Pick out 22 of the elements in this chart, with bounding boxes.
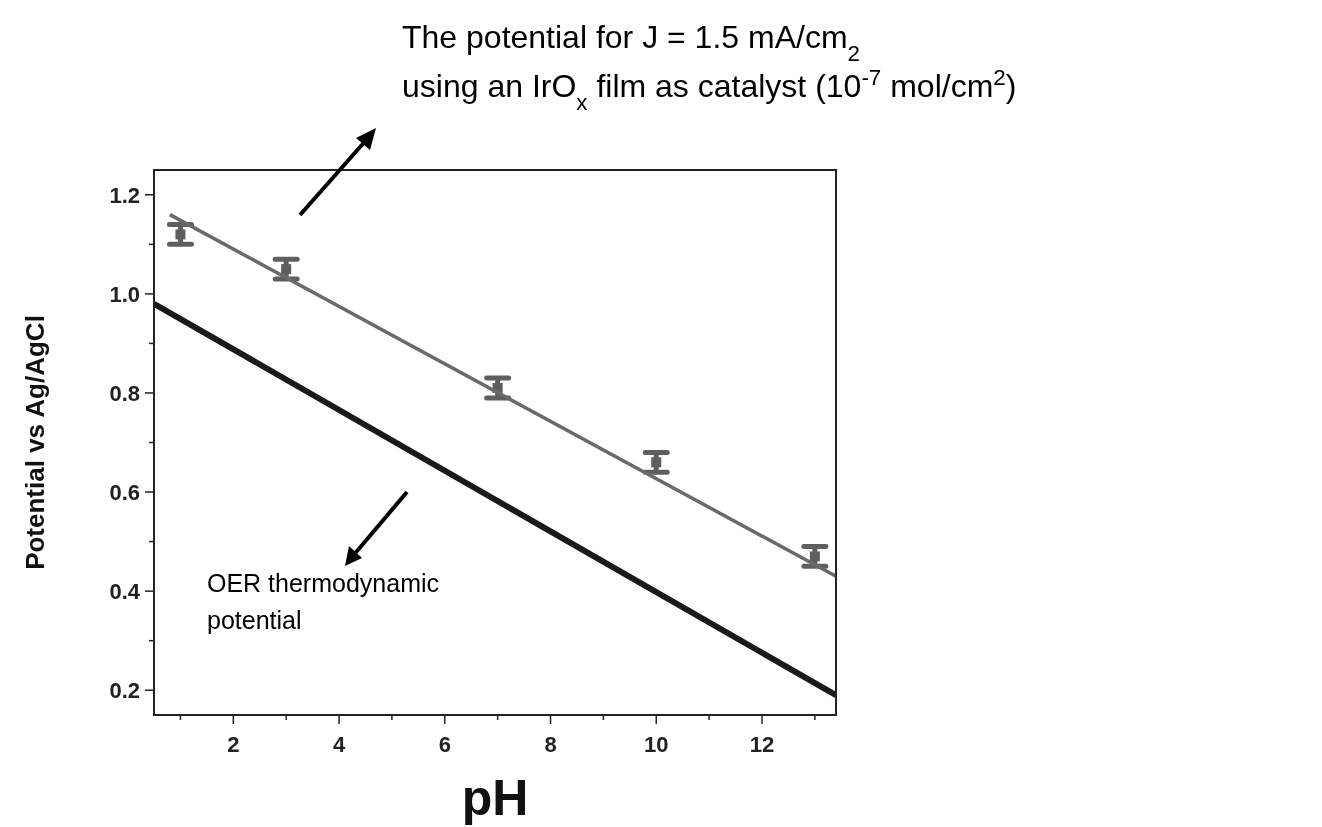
x-tick-label: 2	[227, 732, 240, 757]
y-tick-label: 0.2	[109, 678, 140, 704]
x-tick-label: 6	[438, 732, 451, 757]
annotation: OER thermodynamic	[207, 569, 440, 597]
annotation: potential	[207, 606, 302, 634]
text: The potential for J = 1.5 mA/cm$_{2}$	[402, 19, 860, 66]
text: using an IrO$_{x}$ film as catalyst (10$^{-7}$ mol/cm$^{2}$)	[402, 64, 1017, 115]
y-tick-label: 1.0	[109, 281, 140, 307]
y-tick-label: 0.4	[109, 579, 141, 605]
y-tick-label: 0.8	[109, 380, 140, 406]
y-tick-label: 0.6	[109, 480, 140, 506]
point	[809, 551, 820, 562]
x-tick-label: 4	[332, 732, 346, 757]
x-tick-label: 10	[644, 732, 669, 757]
x-tick-label: 12	[749, 732, 775, 757]
y-axis-title: Potential vs Ag/AgCl	[20, 315, 50, 570]
point	[281, 264, 292, 275]
x-tick-label: 8	[544, 732, 557, 757]
y-tick-label: 1.2	[109, 182, 140, 208]
x-axis-title: pH	[461, 770, 529, 826]
point	[651, 457, 662, 468]
point	[175, 229, 186, 240]
